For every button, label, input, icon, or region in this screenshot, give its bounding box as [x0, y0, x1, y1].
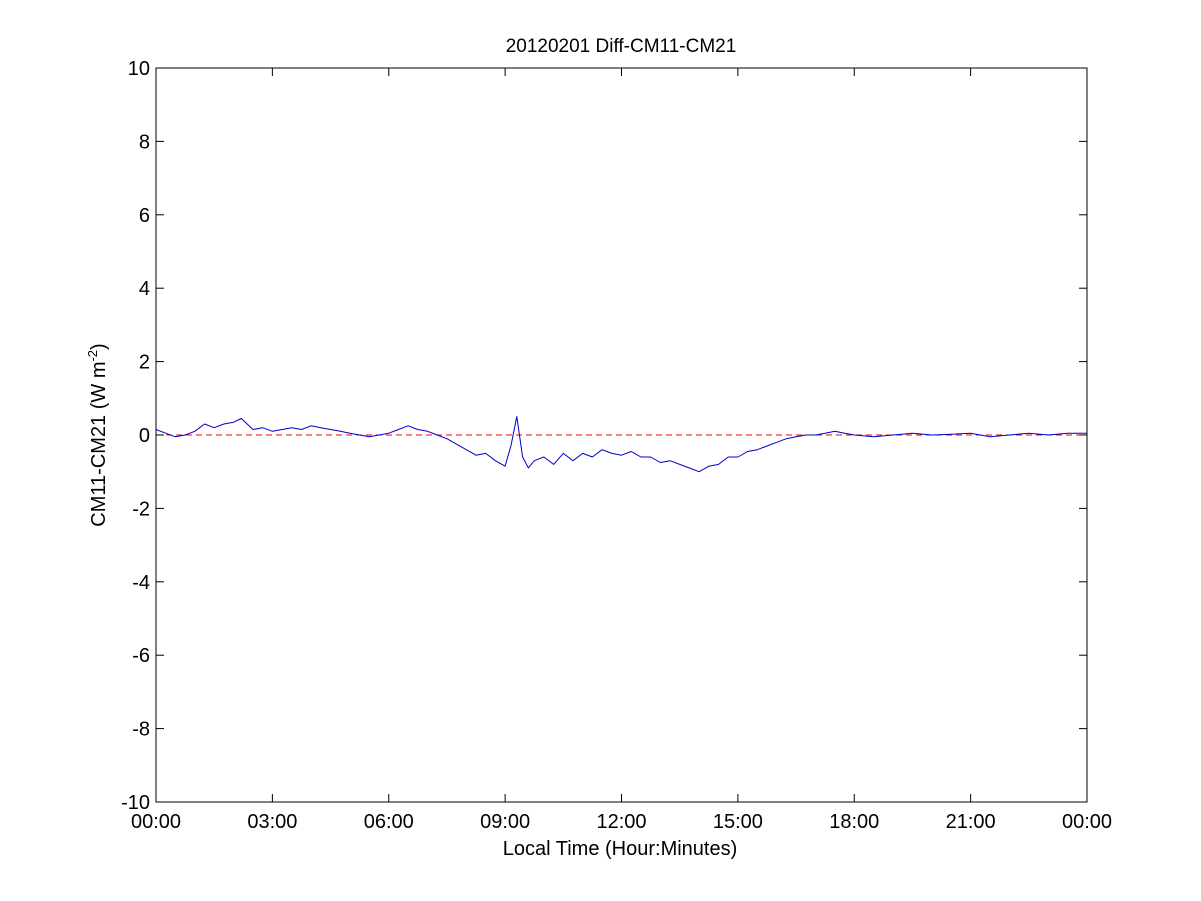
- x-tick-label: 15:00: [713, 811, 763, 833]
- x-axis-label: Local Time (Hour:Minutes): [503, 838, 738, 860]
- y-axis-label-sup: -2: [85, 350, 100, 362]
- y-axis-label-end: ): [88, 343, 110, 350]
- y-tick-label: -10: [121, 792, 150, 814]
- x-tick-label: 00:00: [1062, 811, 1112, 833]
- series-line: [155, 416, 1087, 473]
- y-tick-label: -8: [132, 719, 150, 741]
- x-tick-label: 06:00: [364, 811, 414, 833]
- y-tick-label: 4: [139, 278, 150, 300]
- x-tick-label: 21:00: [946, 811, 996, 833]
- x-tick-label: 00:00: [131, 811, 181, 833]
- y-tick-label: -6: [132, 645, 150, 667]
- y-tick-label: -2: [132, 498, 150, 520]
- series-group: [155, 416, 1087, 473]
- chart-title: 20120201 Diff-CM11-CM21: [506, 36, 737, 57]
- x-tick-label: 09:00: [480, 811, 530, 833]
- y-tick-label: 2: [139, 352, 150, 374]
- x-tick-label: 12:00: [596, 811, 646, 833]
- x-tick-label: 03:00: [247, 811, 297, 833]
- y-tick-label: 6: [139, 205, 150, 227]
- y-tick-label: 10: [128, 58, 150, 80]
- y-tick-label: 0: [139, 425, 150, 447]
- y-axis: -10 -8 -6 -4 -2 0 2 4 6 8 10: [121, 58, 1087, 814]
- y-axis-label: CM11-CM21 (W m-2): [85, 343, 110, 526]
- x-axis: 00:00 03:00 06:00 09:00 12:00 15:00 18:00 21:00…: [131, 68, 1112, 833]
- y-tick-label: 8: [139, 131, 150, 153]
- y-tick-label: -4: [132, 572, 150, 594]
- x-tick-label: 18:00: [829, 811, 879, 833]
- y-axis-label-base: CM11-CM21 (W m: [88, 362, 110, 527]
